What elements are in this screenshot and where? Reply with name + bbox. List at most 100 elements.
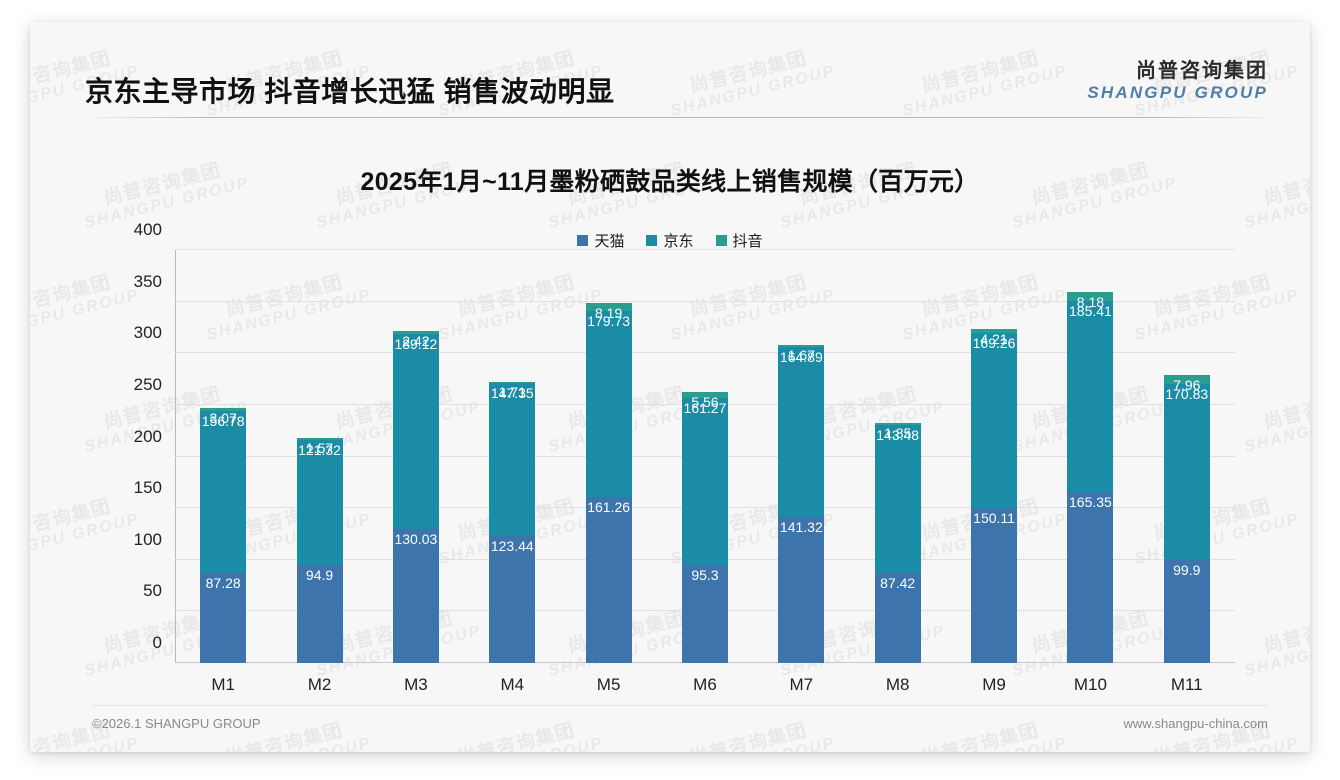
x-axis-tick-label: M8 (885, 675, 910, 694)
bar-segment-天猫[interactable]: 130.03 (392, 528, 439, 663)
x-axis-tick-label: M9 (982, 675, 1006, 694)
bar-stack[interactable]: 141.32 164.89 1.67 M7 (778, 345, 825, 694)
bar-value-label: 161.27 (683, 400, 727, 417)
plot-area: 0 50 100 150 200 250 300 350 400 87.28 156.78 3.07… (134, 220, 1235, 694)
bar-segment-京东[interactable]: 121.32 (296, 439, 343, 566)
bar-segment-抖音[interactable]: 5.56 (681, 392, 728, 409)
bar-segment-天猫[interactable]: 95.3 (681, 564, 728, 663)
bar-value-label: 165.35 (1068, 494, 1112, 511)
x-axis-tick-label: M4 (500, 675, 525, 694)
bar-group[interactable]: 130.03 189.12 2.42 M3 (368, 250, 464, 694)
bar-segment-京东[interactable]: 185.41 (1067, 300, 1114, 493)
bar-stack[interactable]: 94.9 121.32 1.57 M2 (296, 438, 343, 694)
x-axis-tick-label: M6 (693, 675, 717, 694)
bar-value-label: 99.9 (1173, 561, 1201, 578)
brand-logo-en: SHANGPU GROUP (1087, 83, 1268, 102)
bar-group[interactable]: 165.35 185.41 8.18 M10 (1042, 250, 1138, 694)
y-axis-line (175, 250, 176, 663)
bar-value-label: 169.26 (972, 335, 1016, 352)
bar-segment-抖音[interactable]: 2.42 (392, 331, 439, 348)
bar-segment-抖音[interactable]: 8.19 (585, 302, 632, 320)
bar-segment-天猫[interactable]: 150.11 (971, 508, 1018, 663)
bar-value-label: 3.07 (209, 409, 237, 426)
bar-groups: 87.28 156.78 3.07 M1 94.9 121.32 1.57 M2 130.03 1… (175, 250, 1235, 694)
bar-segment-京东[interactable]: 147.35 (489, 383, 536, 536)
bar-stack[interactable]: 165.35 185.41 8.18 M10 (1067, 292, 1114, 694)
bar-group[interactable]: 141.32 164.89 1.67 M7 (753, 250, 849, 694)
legend-item-天猫[interactable]: 天猫 (577, 230, 624, 251)
y-axis-tick-label: 100 (133, 529, 162, 549)
bar-stack[interactable]: 130.03 189.12 2.42 M3 (392, 331, 439, 694)
bar-segment-京东[interactable]: 189.12 (392, 333, 439, 529)
bar-value-label: 1.57 (305, 440, 334, 457)
bar-group[interactable]: 87.28 156.78 3.07 M1 (175, 250, 271, 694)
bar-segment-京东[interactable]: 143.48 (874, 424, 921, 573)
header-divider (92, 117, 1268, 118)
bar-segment-抖音[interactable]: 8.18 (1067, 292, 1114, 309)
bar-stack[interactable]: 161.26 179.73 8.19 M5 (585, 302, 632, 694)
page-title: 京东主导市场 抖音增长迅猛 销售波动明显 (85, 76, 615, 107)
bar-segment-抖音[interactable]: 4.21 (971, 328, 1018, 346)
x-axis-tick-label: M1 (211, 675, 235, 694)
bar-value-label: 164.89 (779, 348, 823, 365)
bar-segment-京东[interactable]: 156.78 (200, 411, 247, 573)
footer-copyright: ©2026.1 SHANGPU GROUP (92, 715, 261, 731)
bar-group[interactable]: 99.9 170.83 7.96 M11 (1139, 250, 1235, 694)
bar-value-label: 1.71 (498, 383, 526, 400)
bar-value-label: 8.19 (594, 304, 623, 321)
bar-segment-京东[interactable]: 169.26 (971, 333, 1018, 509)
bar-value-label: 87.28 (205, 574, 241, 591)
bar-group[interactable]: 161.26 179.73 8.19 M5 (560, 250, 656, 694)
bar-stack[interactable]: 87.42 143.48 1.85 M8 (874, 422, 921, 694)
bar-group[interactable]: 150.11 169.26 4.21 M9 (946, 250, 1042, 694)
bar-value-label: 130.03 (394, 530, 438, 547)
legend-item-抖音[interactable]: 抖音 (715, 230, 763, 251)
bar-stack[interactable]: 99.9 170.83 7.96 M11 (1163, 375, 1210, 694)
footer-divider (92, 705, 1268, 706)
bar-segment-京东[interactable]: 161.27 (681, 398, 728, 565)
bar-segment-抖音[interactable]: 1.85 (874, 422, 921, 440)
bar-segment-天猫[interactable]: 94.9 (296, 565, 343, 663)
x-axis-tick-label: M7 (789, 675, 814, 694)
bar-group[interactable]: 123.44 147.35 1.71 M4 (464, 250, 560, 694)
bar-segment-天猫[interactable]: 123.44 (489, 535, 536, 663)
brand-logo: 尚普咨询集团 SHANGPU GROUP (1087, 60, 1268, 103)
legend-label: 抖音 (732, 233, 763, 250)
bar-segment-抖音[interactable]: 1.57 (296, 438, 343, 455)
bar-segment-天猫[interactable]: 99.9 (1163, 559, 1210, 663)
bar-stack[interactable]: 123.44 147.35 1.71 M4 (489, 381, 536, 694)
bar-segment-天猫[interactable]: 161.26 (585, 496, 632, 663)
bar-value-label: 123.44 (490, 537, 534, 554)
bar-value-label: 185.41 (1068, 302, 1112, 319)
bar-value-label: 5.56 (691, 394, 719, 411)
bar-value-label: 189.12 (394, 335, 438, 352)
bar-group[interactable]: 95.3 161.27 5.56 M6 (657, 250, 753, 694)
bar-segment-抖音[interactable]: 7.96 (1163, 375, 1210, 392)
bar-segment-天猫[interactable]: 165.35 (1067, 492, 1114, 663)
slide-header: 京东主导市场 抖音增长迅猛 销售波动明显 尚普咨询集团 SHANGPU GROU… (30, 22, 1310, 118)
bar-stack[interactable]: 150.11 169.26 4.21 M9 (971, 328, 1018, 694)
bar-segment-京东[interactable]: 164.89 (778, 346, 825, 518)
bar-value-label: 95.3 (691, 566, 719, 583)
bar-segment-抖音[interactable]: 1.71 (489, 381, 536, 399)
bar-value-label: 7.96 (1173, 377, 1201, 394)
y-axis-tick-label: 0 (152, 633, 162, 652)
bar-segment-天猫[interactable]: 87.28 (200, 572, 247, 663)
bar-stack[interactable]: 95.3 161.27 5.56 M6 (681, 392, 728, 694)
legend-item-京东[interactable]: 京东 (646, 230, 694, 251)
bar-stack[interactable]: 87.28 156.78 3.07 M1 (200, 407, 247, 694)
bar-segment-京东[interactable]: 170.83 (1163, 383, 1210, 560)
bar-group[interactable]: 87.42 143.48 1.85 M8 (850, 250, 946, 694)
bar-value-label: 147.35 (490, 385, 534, 402)
bar-segment-天猫[interactable]: 141.32 (778, 517, 825, 663)
bar-segment-京东[interactable]: 179.73 (585, 310, 632, 497)
slide-canvas: 尚普咨询集团 SHANGPU GROUP 尚普咨询集团 SHANGPU GROUP 尚普… (30, 22, 1310, 752)
bar-segment-抖音[interactable]: 3.07 (200, 407, 247, 425)
x-axis-tick-label: M2 (307, 675, 332, 694)
bar-segment-抖音[interactable]: 1.67 (778, 345, 825, 362)
y-axis-tick-label: 200 (133, 426, 162, 446)
y-axis-tick-label: 250 (133, 374, 162, 394)
bar-value-label: 121.32 (298, 441, 341, 458)
bar-segment-天猫[interactable]: 87.42 (874, 572, 921, 663)
bar-group[interactable]: 94.9 121.32 1.57 M2 (271, 250, 367, 694)
